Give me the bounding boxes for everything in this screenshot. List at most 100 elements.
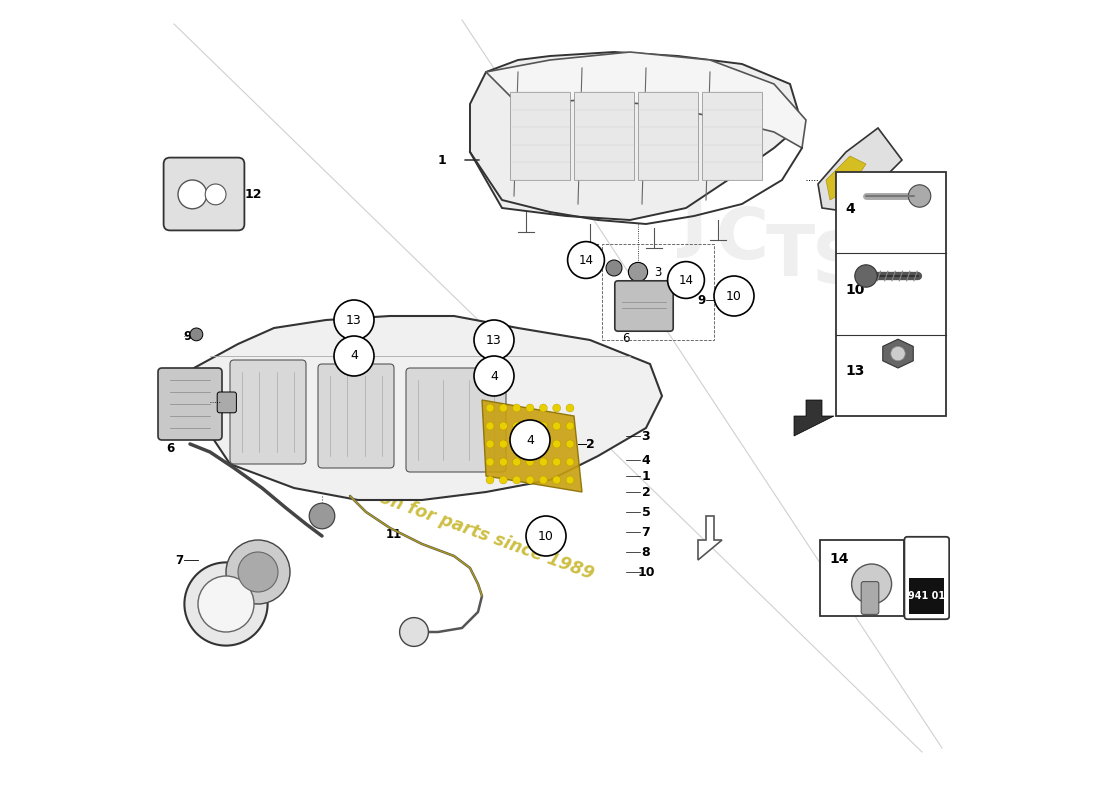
Text: 11: 11 [386,528,403,541]
FancyBboxPatch shape [230,360,306,464]
Circle shape [499,458,507,466]
Polygon shape [486,52,806,148]
Circle shape [552,422,561,430]
FancyBboxPatch shape [510,92,570,180]
FancyBboxPatch shape [836,172,946,416]
FancyBboxPatch shape [910,578,945,614]
Text: 10: 10 [726,290,741,302]
Circle shape [185,562,267,646]
Circle shape [628,262,648,282]
Text: T: T [766,222,815,290]
Text: J: J [681,190,707,258]
Circle shape [539,458,548,466]
Text: 7: 7 [641,526,650,538]
Circle shape [566,422,574,430]
Polygon shape [482,400,582,492]
Circle shape [499,422,507,430]
FancyBboxPatch shape [164,158,244,230]
FancyBboxPatch shape [861,582,879,614]
Circle shape [486,440,494,448]
Circle shape [526,516,566,556]
Circle shape [668,262,704,298]
Polygon shape [194,316,662,500]
Circle shape [513,422,520,430]
Text: 14: 14 [829,552,849,566]
Circle shape [334,336,374,376]
Text: 3: 3 [641,430,650,442]
Circle shape [178,180,207,209]
Circle shape [539,476,548,484]
Text: 5: 5 [641,506,650,518]
Text: 4: 4 [845,202,855,215]
Text: 4: 4 [526,434,534,446]
Text: 4: 4 [491,370,498,382]
Circle shape [714,276,754,316]
Circle shape [891,346,905,361]
FancyBboxPatch shape [638,92,698,180]
Text: 4: 4 [350,350,358,362]
FancyBboxPatch shape [702,92,762,180]
Circle shape [566,458,574,466]
Text: 10: 10 [637,566,654,578]
FancyBboxPatch shape [574,92,634,180]
Circle shape [606,260,621,276]
Polygon shape [883,339,913,368]
Circle shape [552,440,561,448]
Circle shape [486,404,494,412]
Text: 10: 10 [845,283,865,297]
Text: 7: 7 [176,554,184,566]
FancyBboxPatch shape [615,281,673,331]
Circle shape [486,422,494,430]
FancyBboxPatch shape [904,537,949,619]
Text: 10: 10 [538,530,554,542]
Text: 1: 1 [641,470,650,482]
Circle shape [399,618,428,646]
Text: 4: 4 [641,454,650,466]
Circle shape [513,458,520,466]
Circle shape [552,476,561,484]
Circle shape [499,404,507,412]
Circle shape [309,503,334,529]
Text: 8: 8 [641,546,650,558]
Circle shape [474,320,514,360]
Text: 1: 1 [438,154,446,166]
Text: 12: 12 [244,188,262,201]
Circle shape [226,540,290,604]
FancyBboxPatch shape [820,540,903,616]
Circle shape [513,476,520,484]
Circle shape [198,576,254,632]
Circle shape [526,458,534,466]
Text: S: S [812,230,865,298]
Circle shape [513,440,520,448]
Circle shape [566,404,574,412]
Circle shape [334,300,374,340]
Polygon shape [470,52,802,220]
Circle shape [499,476,507,484]
Circle shape [510,420,550,460]
Text: a passion for parts since 1989: a passion for parts since 1989 [311,465,596,583]
Text: 8: 8 [618,286,626,298]
Text: C: C [715,206,769,274]
Text: 9: 9 [714,294,722,306]
Circle shape [526,404,534,412]
Text: 9: 9 [697,294,706,306]
Text: 13: 13 [486,334,502,346]
FancyBboxPatch shape [217,392,236,413]
Circle shape [190,328,202,341]
Circle shape [566,476,574,484]
Circle shape [499,440,507,448]
Text: 6: 6 [621,332,629,345]
Circle shape [539,440,548,448]
Circle shape [486,458,494,466]
Circle shape [526,422,534,430]
Text: 3: 3 [654,266,661,278]
Circle shape [486,476,494,484]
Text: 13: 13 [845,364,865,378]
Text: 6: 6 [166,442,174,454]
FancyBboxPatch shape [406,368,506,472]
Text: 14: 14 [579,254,594,266]
Text: 2: 2 [641,486,650,498]
Circle shape [513,404,520,412]
Polygon shape [826,156,866,200]
FancyBboxPatch shape [318,364,394,468]
